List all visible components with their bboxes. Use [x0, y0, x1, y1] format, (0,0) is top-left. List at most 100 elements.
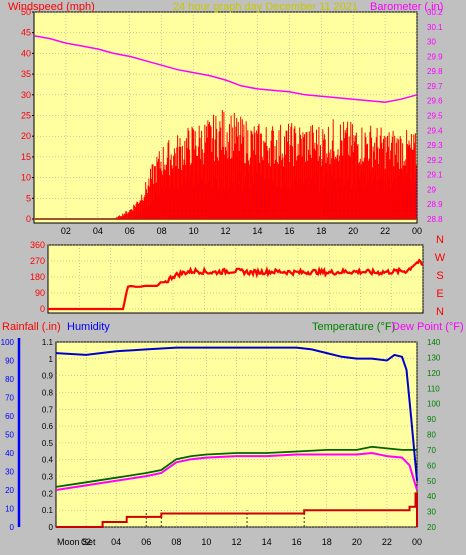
temperature-tick-label: 20 — [427, 523, 436, 532]
humidity-tick-label: 80 — [5, 375, 14, 384]
humidity-tick-label: 30 — [5, 468, 14, 477]
barometer-axis-title: Barometer (.in) — [370, 1, 443, 13]
barometer-tick-label: 29.4 — [427, 126, 443, 135]
barometer-tick-label: 29.9 — [427, 52, 443, 61]
barometer-tick-label: 29.5 — [427, 112, 443, 121]
barometer-tick-label: 28.9 — [427, 200, 443, 209]
windspeed-tick-label: 5 — [26, 193, 31, 203]
barometer-tick-label: 30 — [427, 38, 436, 47]
wind-time-tick-label: 08 — [157, 226, 167, 236]
wind-time-tick-label: 18 — [316, 226, 326, 236]
temp-time-axis-ticks: 02 04 06 08 10 12 14 16 18 20 22 00 — [81, 537, 422, 547]
temperature-tick-label: 60 — [427, 461, 436, 470]
wind-direction-line — [48, 258, 424, 311]
barometer-tick-label: 28.8 — [427, 215, 443, 224]
barometer-line — [33, 34, 418, 103]
windspeed-tick-label: 15 — [21, 152, 31, 162]
temperature-tick-label: 130 — [427, 353, 441, 362]
temperature-tick-label: 140 — [427, 338, 441, 347]
dewpoint-axis-title: Dew Point (°F) — [392, 321, 464, 333]
rainfall-axis-title: Rainfall (.in) — [2, 321, 61, 333]
humidity-tick-label: 0 — [10, 523, 15, 532]
dewpoint-line — [55, 451, 418, 491]
direction-tick-label: 360 — [30, 240, 45, 250]
humidity-line — [55, 346, 418, 481]
rainfall-tick-label: 0.1 — [42, 506, 54, 515]
temp-time-tick-label: 04 — [111, 537, 121, 547]
humidity-tick-label: 50 — [5, 431, 14, 440]
wind-time-tick-label: 22 — [380, 226, 390, 236]
windspeed-tick-label: 0 — [26, 214, 31, 224]
rainfall-tick-label: 1.1 — [42, 338, 54, 347]
temp-time-tick-label: 22 — [382, 537, 392, 547]
rainfall-tick-label: 0.9 — [42, 372, 54, 381]
temp-time-tick-label: 10 — [201, 537, 211, 547]
barometer-tick-label: 29.7 — [427, 82, 443, 91]
humidity-tick-label: 40 — [5, 449, 14, 458]
humidity-tick-label: 20 — [5, 486, 14, 495]
wind-time-tick-label: 06 — [125, 226, 135, 236]
wind-time-tick-label: 00 — [412, 226, 422, 236]
barometer-tick-label: 29.3 — [427, 141, 443, 150]
rain-humidity-temp-panel: 0 0.1 0.2 0.3 0.4 0.5 0.6 0.7 0.8 0.9 1 1.1 0 10 20 30… — [1, 321, 464, 547]
temperature-axis-ticks: 20 30 40 50 60 70 80 90 100 110 120 130 140 — [427, 338, 441, 532]
temperature-tick-label: 30 — [427, 508, 436, 517]
barometer-tick-label: 29.2 — [427, 156, 443, 165]
humidity-tick-label: 10 — [5, 505, 14, 514]
barometer-tick-label: 30.1 — [427, 23, 443, 32]
temperature-tick-label: 100 — [427, 400, 441, 409]
compass-label: S — [436, 270, 443, 282]
wind-time-axis-ticks: 02 04 06 08 10 12 14 16 18 20 22 00 — [61, 226, 422, 236]
humidity-tick-label: 90 — [5, 357, 14, 366]
windspeed-tick-label: 30 — [21, 90, 31, 100]
windspeed-tick-label: 40 — [21, 48, 31, 58]
temperature-tick-label: 90 — [427, 415, 436, 424]
temperature-tick-label: 40 — [427, 492, 436, 501]
rainfall-tick-label: 0.4 — [42, 456, 54, 465]
compass-label: N — [436, 234, 444, 246]
wind-time-tick-label: 04 — [93, 226, 103, 236]
temperature-tick-label: 50 — [427, 477, 436, 486]
barometer-tick-label: 30.2 — [427, 8, 443, 17]
wind-gust-series — [115, 110, 417, 219]
windspeed-tick-label: 10 — [21, 173, 31, 183]
humidity-axis-title: Humidity — [67, 321, 110, 333]
rainfall-tick-label: 1 — [49, 355, 54, 364]
barometer-tick-label: 29.1 — [427, 171, 443, 180]
windspeed-axis-title: Windspeed (mph) — [8, 1, 95, 13]
temp-time-tick-label: 20 — [352, 537, 362, 547]
direction-tick-label: 90 — [35, 288, 45, 298]
direction-axis-ticks: 0 90 180 270 360 — [30, 240, 45, 314]
rainfall-tick-label: 0.7 — [42, 405, 54, 414]
rainfall-tick-label: 0.8 — [42, 388, 54, 397]
windspeed-tick-label: 20 — [21, 131, 31, 141]
wind-time-tick-label: 02 — [61, 226, 71, 236]
barometer-tick-label: 29.6 — [427, 97, 443, 106]
rainfall-tick-label: 0.2 — [42, 489, 54, 498]
wind-time-tick-label: 16 — [284, 226, 294, 236]
rain-event-markers — [145, 510, 305, 527]
rainfall-tick-label: 0 — [49, 523, 54, 532]
temp-time-tick-label: 18 — [322, 537, 332, 547]
windspeed-tick-label: 50 — [21, 7, 31, 17]
moon-set-label: Moon Set — [57, 537, 96, 547]
temp-gridlines — [56, 341, 418, 528]
temp-time-tick-label: 00 — [412, 537, 422, 547]
rainfall-tick-label: 0.6 — [42, 422, 54, 431]
barometer-tick-label: 29 — [427, 185, 436, 194]
compass-label: E — [436, 288, 443, 300]
wind-time-tick-label: 20 — [348, 226, 358, 236]
wind-time-tick-label: 12 — [220, 226, 230, 236]
temperature-axis-title: Temperature (°F) — [312, 321, 395, 333]
windspeed-tick-label: 35 — [21, 69, 31, 79]
barometer-axis-ticks: 28.8 28.9 29 29.1 29.2 29.3 29.4 29.5 29.6 29.7 29… — [427, 8, 443, 224]
temperature-tick-label: 80 — [427, 431, 436, 440]
wind-time-tick-label: 10 — [189, 226, 199, 236]
temperature-tick-label: 70 — [427, 446, 436, 455]
windspeed-tick-label: 25 — [21, 111, 31, 121]
temp-time-tick-label: 02 — [81, 537, 91, 547]
